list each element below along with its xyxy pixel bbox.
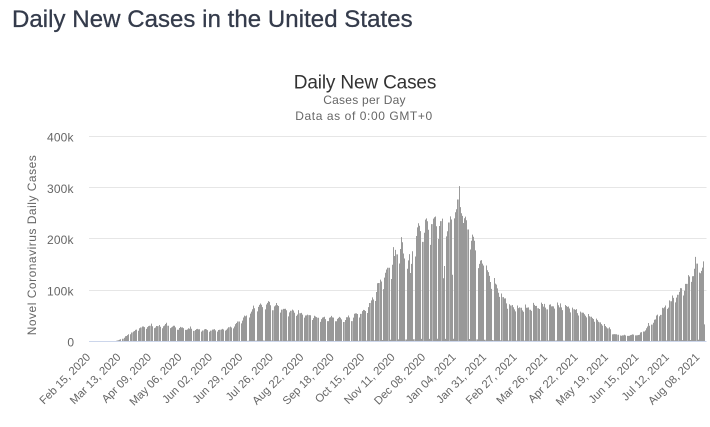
svg-text:300k: 300k [47, 182, 75, 196]
svg-text:Novel Coronavirus Daily Cases: Novel Coronavirus Daily Cases [25, 155, 39, 336]
svg-text:400k: 400k [47, 131, 75, 145]
svg-text:200k: 200k [47, 233, 75, 247]
svg-text:0: 0 [67, 336, 74, 350]
svg-text:Daily New Cases in the United: Daily New Cases in the United States [12, 6, 413, 33]
svg-text:Cases per Day: Cases per Day [323, 93, 406, 107]
svg-text:Daily New Cases: Daily New Cases [294, 73, 436, 94]
svg-text:Data as of 0:00 GMT+0: Data as of 0:00 GMT+0 [295, 109, 432, 123]
svg-text:100k: 100k [47, 284, 75, 298]
